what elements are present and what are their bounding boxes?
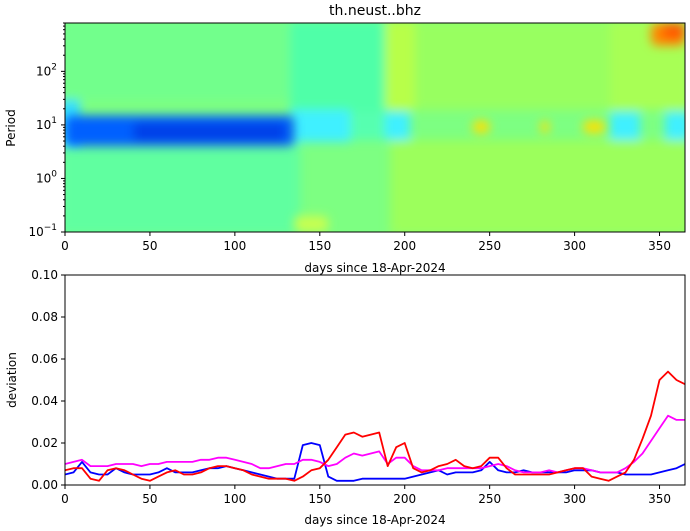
heatmap-area <box>65 23 685 232</box>
heatmap-x-tick-label: 200 <box>393 239 416 253</box>
heatmap-feature-core <box>132 122 286 142</box>
line-y-axis-label: deviation <box>5 352 19 408</box>
line-x-tick-label: 0 <box>61 492 69 506</box>
line-x-tick-label: 350 <box>648 492 671 506</box>
line-y-tick-label: 0.00 <box>31 478 58 492</box>
line-y-tick-label: 0.08 <box>31 310 58 324</box>
line-plot-frame <box>64 274 686 486</box>
heatmap-x-ticks: 0 50 100 150 200 250 300 350 <box>61 232 671 253</box>
heatmap-region <box>65 145 300 232</box>
heatmap-feature-elevated <box>294 215 329 232</box>
heatmap-y-tick-label: 100 <box>36 169 57 185</box>
line-plot-background <box>65 275 685 485</box>
heatmap-x-tick-label: 300 <box>563 239 586 253</box>
line-x-tick-label: 250 <box>478 492 501 506</box>
heatmap-y-axis-label: Period <box>4 109 18 146</box>
line-series-group <box>65 370 685 482</box>
heatmap-x-tick-label: 50 <box>142 239 157 253</box>
deviation-panel: 0 50 100 150 200 250 300 350 0.000.020.040.060.… <box>5 268 686 527</box>
line-x-tick-label: 100 <box>223 492 246 506</box>
heatmap-region <box>350 112 390 140</box>
heatmap-region <box>610 112 640 140</box>
heatmap-feature-high <box>472 120 490 134</box>
heatmap-feature-peak <box>662 23 685 40</box>
heatmap-region <box>665 112 685 140</box>
heatmap-region <box>385 112 410 140</box>
line-y-tick-label: 0.10 <box>31 268 58 282</box>
line-x-tick-label: 50 <box>142 492 157 506</box>
heatmap-features <box>65 23 685 232</box>
heatmap-region <box>390 140 685 232</box>
chart-title: th.neust..bhz <box>329 3 421 19</box>
line-x-ticks: 0 50 100 150 200 250 300 350 <box>61 485 671 506</box>
heatmap-region <box>385 23 415 110</box>
heatmap-cells <box>65 23 685 232</box>
line-x-tick-label: 150 <box>308 492 331 506</box>
line-x-tick-label: 300 <box>563 492 586 506</box>
heatmap-x-tick-label: 350 <box>648 239 671 253</box>
heatmap-panel: th.neust..bhz 0 50 100 150 200 2 <box>4 3 686 275</box>
heatmap-y-tick-label: 102 <box>36 62 57 78</box>
line-x-tick-label: 200 <box>393 492 416 506</box>
line-y-ticks: 0.00 0.02 0.04 0.06 0.08 0.10 <box>31 268 65 492</box>
line-y-tick-label: 0.02 <box>31 436 58 450</box>
heatmap-region <box>290 110 350 142</box>
heatmap-feature-high <box>540 120 550 134</box>
line-y-tick-label: 0.06 <box>31 352 58 366</box>
heatmap-x-tick-label: 250 <box>478 239 501 253</box>
series-line-1 <box>65 442 685 482</box>
heatmap-y-tick-label: 10−1 <box>28 223 57 239</box>
heatmap-y-tick-label: 101 <box>36 116 57 132</box>
heatmap-x-tick-label: 150 <box>308 239 331 253</box>
heatmap-region <box>415 23 615 110</box>
heatmap-x-tick-label: 0 <box>61 239 69 253</box>
line-x-axis-label: days since 18-Apr-2024 <box>304 513 445 527</box>
heatmap-feature-high <box>583 120 606 134</box>
heatmap-x-tick-label: 100 <box>223 239 246 253</box>
heatmap-x-axis-label: days since 18-Apr-2024 <box>304 261 445 275</box>
series-line-3 <box>65 370 685 482</box>
heatmap-y-ticks: 10−1 100 101 102 <box>28 22 65 239</box>
line-y-tick-label: 0.04 <box>31 394 58 408</box>
